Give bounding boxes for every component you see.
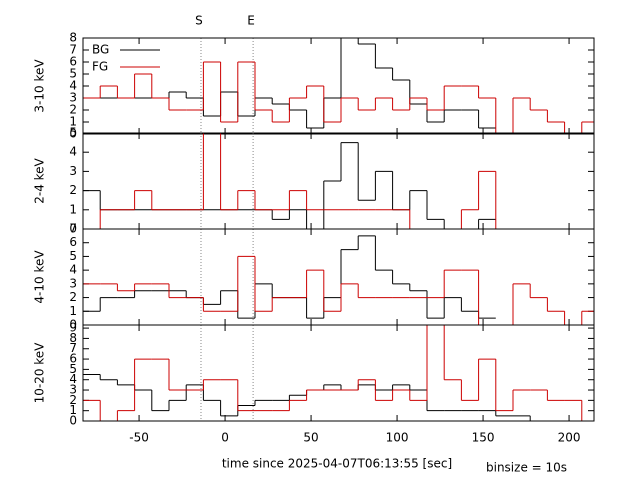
y-tick-label: 7 [69,341,77,355]
plot-frame [82,228,595,326]
y-tick-label: 1 [69,304,77,318]
y-tick-label: 0 [69,414,77,428]
x-tick-label: 50 [303,431,318,445]
y-tick-label: 9 [69,321,77,335]
y-tick-label: 3 [69,383,77,397]
y-tick-label: 5 [69,67,77,81]
y-tick-label: 0 [69,222,77,236]
legend-label: BG [92,43,109,57]
y-tick-label: 4 [69,79,77,93]
y-tick-label: 1 [69,403,77,417]
x-tick-label: 100 [386,431,409,445]
plot-area [83,38,594,134]
y-tick-label: 3 [69,91,77,105]
plot-area [83,235,594,325]
y-tick-label: 7 [69,222,77,236]
y-tick-label: 1 [69,202,77,216]
y-tick-label: 0 [69,127,77,141]
y-tick-label: 6 [69,352,77,366]
y-tick-label: 8 [69,31,77,45]
y-tick-label: 4 [69,263,77,277]
y-tick-label: 5 [69,249,77,263]
y-tick-label: 6 [69,235,77,249]
y-tick-label: 3 [69,164,77,178]
y-tick-label: 5 [69,126,77,140]
y-tick-label: 6 [69,55,77,69]
annotation: binsize = 10s [486,461,567,475]
marker-label: E [247,14,255,28]
x-tick-label: 150 [472,431,495,445]
y-tick-label: 7 [69,43,77,57]
x-tick-label: 0 [221,431,229,445]
plot-frame [82,37,595,135]
y-tick-label: 4 [69,145,77,159]
y-tick-label: 5 [69,362,77,376]
y-tick-label: 0 [69,318,77,332]
y-axis-label: 10-20 keV [33,342,47,404]
marker-label: S [195,14,203,28]
x-tick-label: 200 [558,431,581,445]
plot-frame [82,324,595,422]
legend-label: FG [92,60,108,74]
y-axis-label: 2-4 keV [33,157,47,203]
y-axis-label: 4-10 keV [33,250,47,304]
y-tick-label: 3 [69,276,77,290]
plot-area [83,325,594,421]
y-tick-label: 4 [69,372,77,386]
y-tick-label: 8 [69,331,77,345]
x-tick-label: -50 [129,431,149,445]
y-axis-label: 3-10 keV [33,59,47,113]
y-tick-label: 2 [69,183,77,197]
y-tick-label: 2 [69,290,77,304]
y-tick-label: 1 [69,115,77,129]
x-axis-label: time since 2025-04-07T06:13:55 [sec] [222,457,452,471]
y-tick-label: 2 [69,393,77,407]
y-tick-label: 2 [69,103,77,117]
plot-area [83,133,594,229]
